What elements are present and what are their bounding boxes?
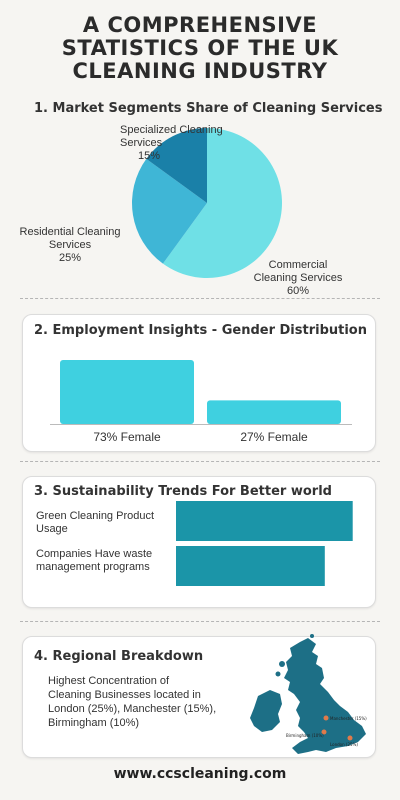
birmingham-label: Birmingham (10%) — [286, 733, 324, 738]
birmingham-dot — [321, 729, 327, 735]
employment-bar-1 — [60, 360, 194, 424]
pie-chart — [132, 128, 282, 278]
london-dot — [347, 735, 353, 741]
ireland-shape — [250, 690, 282, 732]
pie-slice-commercial — [162, 128, 282, 278]
sustainability-bar-2 — [176, 546, 325, 586]
title-line-3: CLEANING INDUSTRY — [72, 59, 328, 83]
region-description: Highest Concentration of Cleaning Busine… — [48, 674, 248, 730]
employment-bar-chart — [50, 360, 352, 425]
title-line-1: A COMPREHENSIVE — [82, 13, 318, 37]
footer-url: www.ccscleaning.com — [113, 766, 287, 782]
great-britain-shape — [284, 638, 366, 754]
pie-label-specialized-value: 15% — [138, 150, 161, 162]
pie-label-commercial-value: 60% — [286, 285, 310, 297]
title-line-2: STATISTICS OF THE UK — [61, 36, 339, 60]
bar-label-2: 27% Female — [240, 430, 308, 444]
bar-label-1: 73% Female — [93, 430, 161, 444]
bar-chart-title: 2. Employment Insights - Gender Distribu… — [34, 323, 367, 338]
region-title: 4. Regional Breakdown — [34, 649, 204, 664]
employment-bar-2 — [207, 400, 341, 424]
uk-map: Manchester (15%) Birmingham (10%) London… — [250, 634, 367, 754]
region-line-3: London (25%), Manchester (15%), — [48, 703, 217, 715]
sustainability-bar-1 — [176, 501, 353, 541]
page-title: A COMPREHENSIVE STATISTICS OF THE UK CLE… — [0, 14, 400, 83]
divider-1 — [20, 298, 380, 299]
pie-chart-title: 1. Market Segments Share of Cleaning Ser… — [34, 101, 383, 116]
pie-slice-residential — [132, 158, 207, 264]
island-3 — [310, 634, 314, 638]
pie-label-residential: Residential Cleaning Services 25% — [10, 226, 130, 265]
pie-label-specialized-name: Specialized Cleaning Services — [120, 124, 223, 149]
sustainability-bar-chart — [176, 501, 353, 586]
region-line-2: Cleaning Businesses located in — [48, 689, 201, 701]
hbar-label-2: Companies Have waste management programs — [36, 548, 153, 573]
hbar-label-1: Green Cleaning Product Usage — [36, 510, 155, 535]
manchester-label: Manchester (15%) — [330, 716, 367, 721]
pie-label-residential-value: 25% — [58, 252, 82, 264]
hbar-chart-title: 3. Sustainability Trends For Better worl… — [34, 484, 332, 499]
pie-label-commercial-name: Commercial Cleaning Services — [253, 259, 343, 284]
manchester-dot — [323, 715, 329, 721]
pie-label-residential-name: Residential Cleaning Services — [19, 226, 121, 251]
region-line-1: Highest Concentration of — [48, 675, 170, 687]
island-2 — [275, 671, 281, 677]
london-label: London (25%) — [330, 742, 358, 747]
divider-3 — [20, 621, 380, 622]
divider-2 — [20, 461, 380, 462]
region-line-4: Birmingham (10%) — [48, 717, 140, 729]
pie-label-commercial: Commercial Cleaning Services 60% — [250, 259, 346, 298]
island-1 — [279, 661, 285, 667]
pie-label-specialized: Specialized Cleaning Services 15% — [120, 124, 260, 163]
pie-slice-specialized — [146, 128, 207, 203]
